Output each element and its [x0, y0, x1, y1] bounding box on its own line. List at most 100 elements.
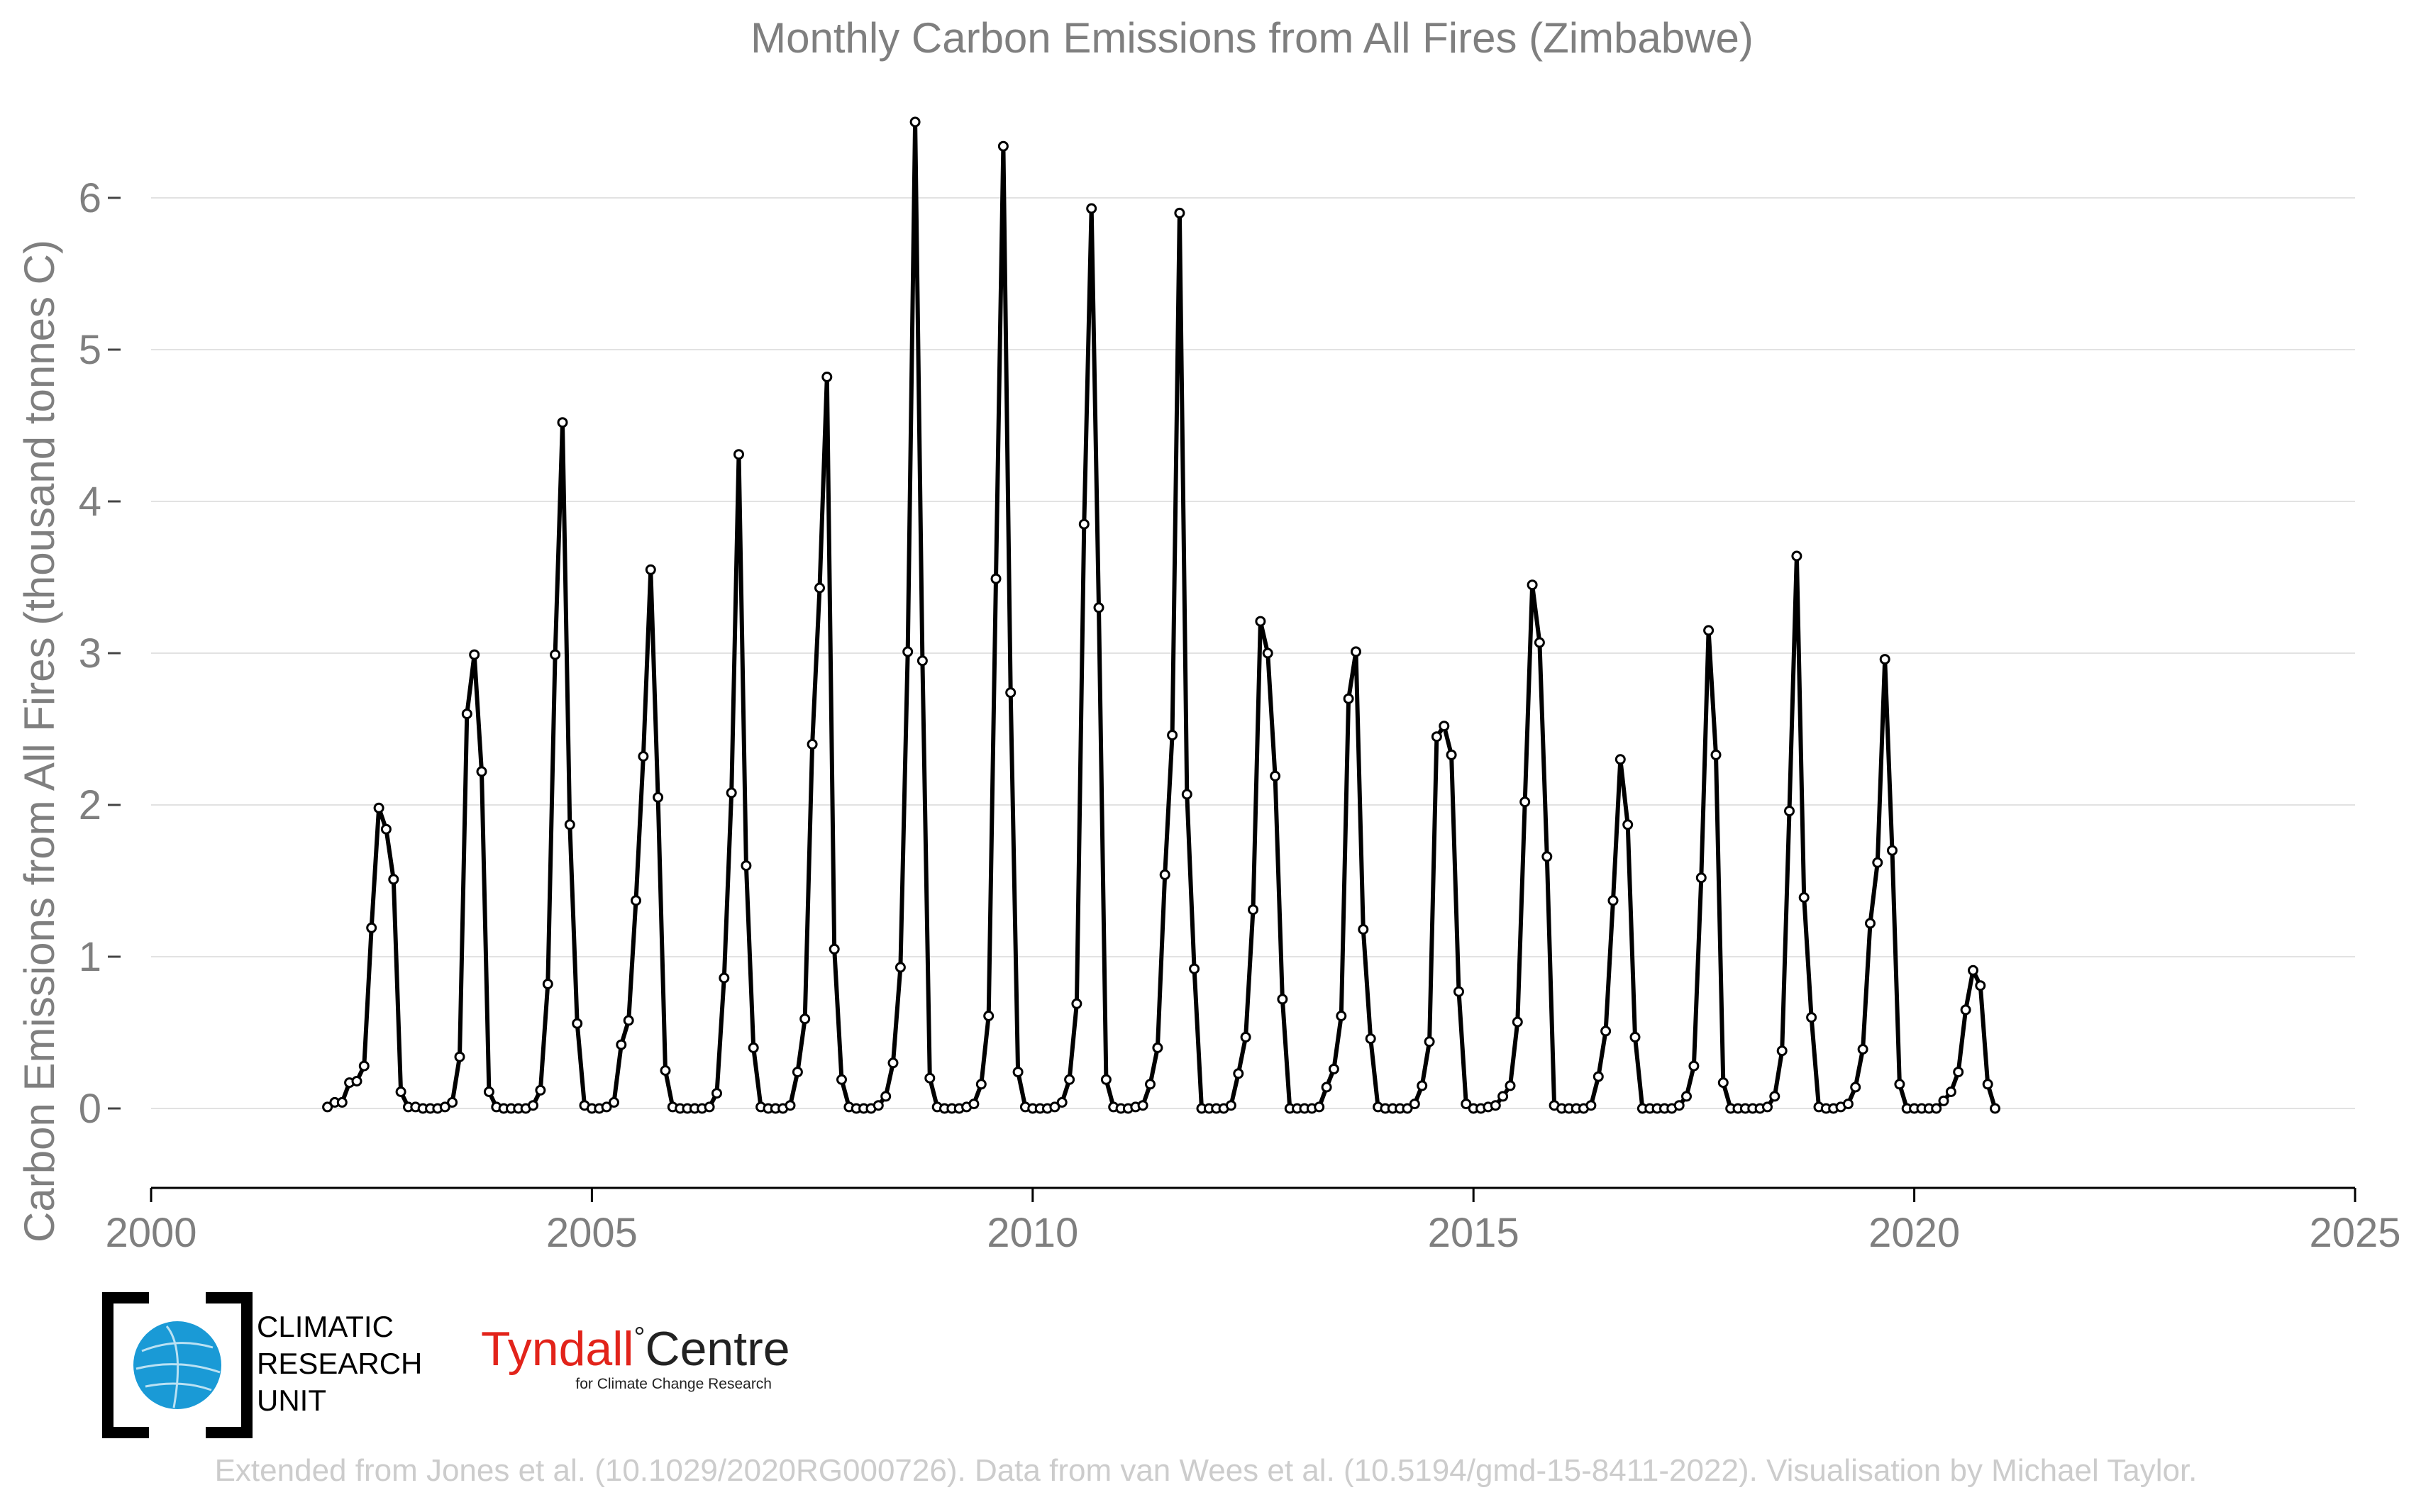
data-point-115 — [1167, 730, 1178, 741]
data-point-104 — [1086, 203, 1097, 214]
data-point-56 — [733, 449, 744, 460]
data-point-29 — [535, 1084, 546, 1096]
data-point-99 — [1049, 1101, 1060, 1113]
data-point-67 — [814, 582, 825, 594]
data-point-45 — [653, 791, 664, 803]
data-points — [322, 116, 2000, 1114]
data-point-126 — [1248, 904, 1258, 916]
data-point-160 — [1497, 1091, 1509, 1102]
data-point-34 — [572, 1018, 583, 1029]
data-point-33 — [564, 819, 575, 830]
data-point-10 — [395, 1086, 406, 1097]
data-point-176 — [1614, 754, 1626, 765]
data-point-53 — [711, 1088, 722, 1099]
globe-contours-icon — [135, 1325, 221, 1408]
data-point-124 — [1233, 1068, 1244, 1079]
y-tick-label-5: 5 — [79, 327, 101, 373]
data-point-153 — [1446, 749, 1457, 760]
data-point-93 — [1005, 687, 1017, 699]
x-tick-label-2005: 2005 — [546, 1210, 638, 1256]
tyndall-subtitle: for Climate Change Research — [575, 1376, 772, 1392]
data-point-135 — [1314, 1101, 1325, 1113]
data-point-70 — [836, 1074, 847, 1085]
data-point-18 — [454, 1051, 465, 1062]
tyndall-wordmark: Tyndall°Centre — [481, 1322, 790, 1376]
data-point-21 — [476, 766, 487, 777]
data-point-198 — [1776, 1045, 1788, 1057]
data-point-5 — [358, 1060, 370, 1072]
cru-line-1: CLIMATIC — [257, 1310, 394, 1343]
data-point-118 — [1189, 963, 1200, 974]
data-point-8 — [380, 823, 392, 835]
cru-line-3: UNIT — [257, 1384, 326, 1417]
data-point-77 — [887, 1057, 899, 1069]
data-point-128 — [1262, 647, 1273, 659]
cru-line-2: RESEARCH — [257, 1347, 422, 1380]
y-axis-label: Carbon Emissions from All Fires (thousan… — [16, 240, 63, 1243]
data-point-199 — [1784, 806, 1795, 817]
data-point-139 — [1343, 693, 1354, 704]
data-point-227 — [1990, 1103, 2000, 1114]
data-point-202 — [1806, 1012, 1817, 1023]
data-point-88 — [968, 1099, 980, 1110]
data-point-186 — [1688, 1060, 1700, 1072]
data-point-226 — [1982, 1079, 1993, 1090]
data-point-150 — [1424, 1036, 1435, 1047]
x-tick-label-2010: 2010 — [987, 1210, 1078, 1256]
data-point-79 — [902, 646, 914, 657]
data-point-68 — [821, 372, 833, 382]
data-point-39 — [609, 1096, 619, 1108]
data-point-174 — [1600, 1025, 1612, 1037]
tyndall-degree: ° — [633, 1322, 645, 1353]
data-point-163 — [1519, 796, 1531, 808]
data-point-154 — [1453, 986, 1464, 997]
data-point-207 — [1842, 1099, 1854, 1110]
tyndall-name: Tyndall — [481, 1322, 633, 1376]
data-point-91 — [990, 573, 1002, 584]
data-point-223 — [1960, 1004, 1971, 1016]
data-point-40 — [616, 1039, 627, 1050]
data-point-103 — [1078, 518, 1090, 530]
y-tick-label-1: 1 — [79, 934, 101, 980]
x-tick-label-2015: 2015 — [1428, 1210, 1519, 1256]
x-ticks: 2000 2005 2010 2015 2020 2025 — [105, 1188, 2401, 1256]
data-point-149 — [1417, 1080, 1428, 1091]
y-tick-label-2: 2 — [79, 782, 101, 828]
data-point-105 — [1093, 602, 1104, 613]
data-point-196 — [1762, 1101, 1773, 1113]
data-point-6 — [366, 922, 377, 933]
data-point-100 — [1056, 1096, 1068, 1108]
data-point-212 — [1879, 654, 1890, 665]
tyndall-logo: Tyndall°Centre for Climate Change Resear… — [481, 1322, 790, 1392]
y-tick-labels: 0 1 2 3 4 5 6 — [79, 175, 121, 1132]
data-point-9 — [388, 874, 399, 885]
data-point-224 — [1968, 965, 1978, 976]
data-point-19 — [461, 708, 472, 720]
data-point-136 — [1321, 1082, 1332, 1093]
cru-logo-gap-top — [149, 1289, 206, 1306]
data-point-117 — [1181, 789, 1192, 800]
data-point-151 — [1431, 731, 1442, 743]
data-point-130 — [1277, 994, 1288, 1005]
data-point-138 — [1336, 1011, 1347, 1021]
data-point-152 — [1439, 721, 1450, 732]
data-point-125 — [1240, 1031, 1251, 1043]
data-point-63 — [785, 1100, 796, 1111]
data-point-57 — [741, 860, 752, 872]
data-point-66 — [807, 738, 818, 750]
data-point-101 — [1064, 1074, 1075, 1085]
cru-logo: CLIMATIC RESEARCH UNIT — [102, 1289, 422, 1441]
data-point-28 — [528, 1100, 538, 1111]
data-point-41 — [623, 1015, 634, 1026]
series-line — [326, 120, 1998, 1111]
data-point-189 — [1710, 749, 1722, 760]
data-point-208 — [1850, 1082, 1861, 1093]
data-point-94 — [1012, 1067, 1024, 1078]
data-point-221 — [1945, 1086, 1956, 1097]
data-point-162 — [1512, 1016, 1523, 1028]
data-point-184 — [1673, 1100, 1685, 1111]
data-point-185 — [1681, 1091, 1692, 1102]
data-point-142 — [1365, 1033, 1376, 1045]
data-point-32 — [557, 417, 568, 428]
